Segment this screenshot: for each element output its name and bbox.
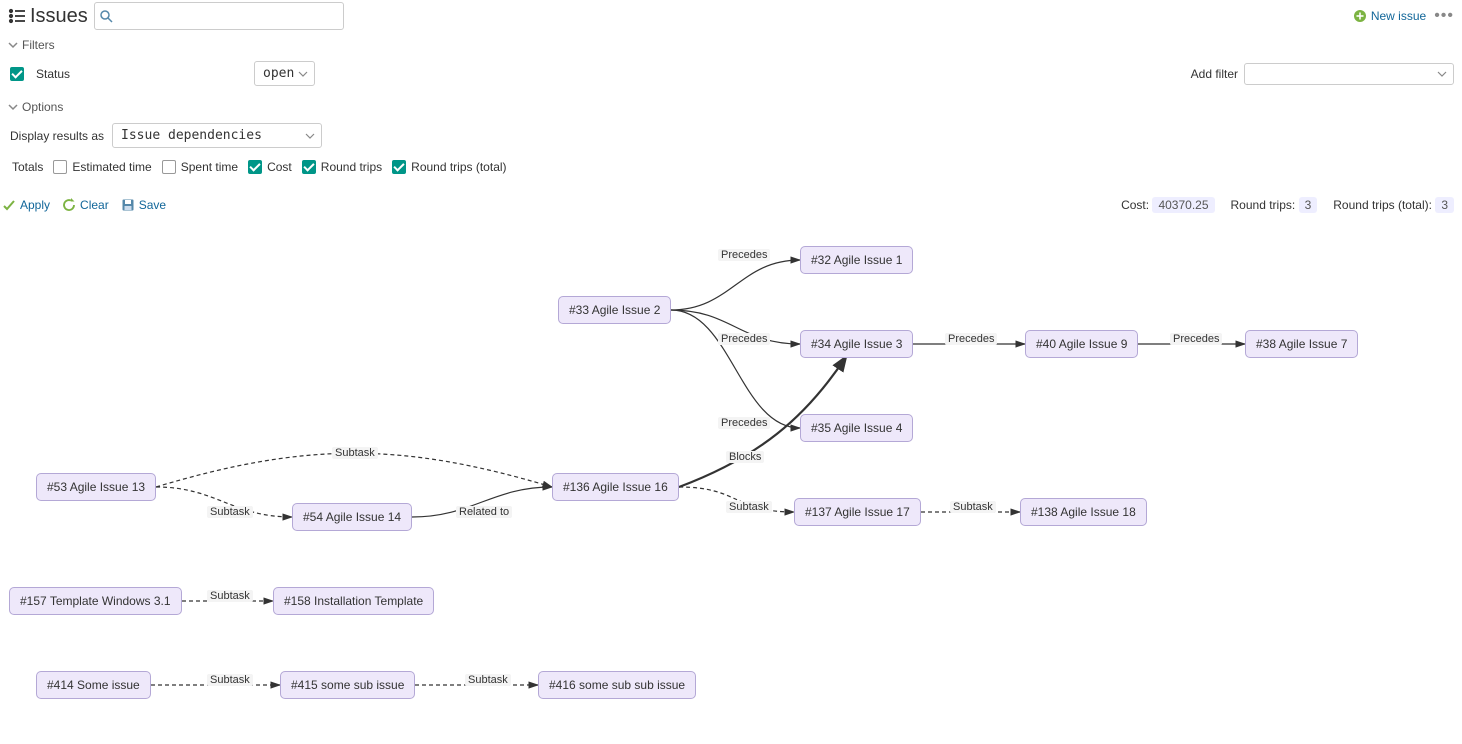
save-button[interactable]: Save [121, 198, 166, 212]
add-icon [1353, 9, 1367, 23]
options-legend[interactable]: Options [8, 100, 1454, 114]
edge-label: Precedes [718, 249, 770, 261]
new-issue-label: New issue [1371, 9, 1426, 23]
edge-label: Precedes [718, 333, 770, 345]
new-issue-link[interactable]: New issue [1353, 9, 1426, 23]
estimated-time-checkbox[interactable] [53, 160, 67, 174]
edge-label: Subtask [726, 501, 772, 513]
reload-icon [62, 198, 76, 212]
issue-node[interactable]: #138 Agile Issue 18 [1020, 498, 1147, 526]
search-input[interactable] [117, 8, 339, 24]
round-trips-total-checkbox[interactable] [392, 160, 406, 174]
check-icon [2, 198, 16, 212]
chevron-down-icon [8, 40, 18, 50]
dependency-graph[interactable]: #33 Agile Issue 2 #32 Agile Issue 1 #34 Ag… [0, 228, 1462, 728]
clear-button[interactable]: Clear [62, 198, 109, 212]
spent-time-checkbox[interactable] [162, 160, 176, 174]
edge-label: Subtask [207, 506, 253, 518]
clear-label: Clear [80, 198, 109, 212]
options-fieldset: Options Display results as Issue depende… [8, 100, 1454, 182]
issue-node[interactable]: #32 Agile Issue 1 [800, 246, 913, 274]
search-icon [99, 9, 113, 23]
display-results-label: Display results as [10, 129, 104, 143]
cost-total-value: 40370.25 [1152, 197, 1214, 213]
display-results-select[interactable]: Issue dependencies [112, 123, 322, 148]
page-header: Issues New issue ••• [0, 0, 1462, 32]
chevron-down-icon [1437, 69, 1447, 79]
save-icon [121, 198, 135, 212]
rtt-total-value: 3 [1435, 197, 1454, 213]
edge-label: Subtask [465, 674, 511, 686]
edge-label: Subtask [950, 501, 996, 513]
issue-node[interactable]: #416 some sub sub issue [538, 671, 696, 699]
save-label: Save [139, 198, 166, 212]
issue-node[interactable]: #157 Template Windows 3.1 [9, 587, 182, 615]
cost-total-label: Cost: [1121, 198, 1149, 212]
issue-node[interactable]: #414 Some issue [36, 671, 151, 699]
apply-label: Apply [20, 198, 50, 212]
add-filter-label: Add filter [1191, 67, 1238, 81]
edge-label: Blocks [726, 451, 764, 463]
filters-legend-text: Filters [22, 38, 55, 52]
filters-fieldset: Filters Status open Add filter [8, 38, 1454, 94]
status-filter-select[interactable]: open [254, 61, 315, 86]
edge-label: Precedes [945, 333, 997, 345]
filters-legend[interactable]: Filters [8, 38, 1454, 52]
estimated-time-label: Estimated time [72, 160, 151, 174]
issue-node[interactable]: #415 some sub issue [280, 671, 415, 699]
status-filter-checkbox[interactable] [10, 67, 24, 81]
status-filter-value: open [263, 66, 294, 81]
rt-total-label: Round trips: [1231, 198, 1296, 212]
display-results-value: Issue dependencies [121, 128, 262, 143]
issue-node[interactable]: #34 Agile Issue 3 [800, 330, 913, 358]
edge-label: Precedes [1170, 333, 1222, 345]
apply-button[interactable]: Apply [2, 198, 50, 212]
issue-node[interactable]: #53 Agile Issue 13 [36, 473, 156, 501]
rt-total-value: 3 [1299, 197, 1318, 213]
page-title-text: Issues [30, 5, 88, 28]
issue-node[interactable]: #33 Agile Issue 2 [558, 296, 671, 324]
edge-label: Subtask [332, 447, 378, 459]
cost-label: Cost [267, 160, 292, 174]
cost-checkbox[interactable] [248, 160, 262, 174]
add-filter-select[interactable] [1244, 63, 1454, 85]
options-legend-text: Options [22, 100, 63, 114]
totals-display: Cost: 40370.25 Round trips: 3 Round trip… [1121, 198, 1454, 212]
chevron-down-icon [298, 69, 308, 79]
actions-row: Apply Clear Save Cost: 40370.25 Round tr… [0, 182, 1462, 216]
spent-time-label: Spent time [181, 160, 238, 174]
edge-label: Precedes [718, 417, 770, 429]
issue-node[interactable]: #137 Agile Issue 17 [794, 498, 921, 526]
round-trips-checkbox[interactable] [302, 160, 316, 174]
status-filter-label: Status [36, 67, 70, 81]
chevron-down-icon [8, 102, 18, 112]
issue-node[interactable]: #35 Agile Issue 4 [800, 414, 913, 442]
more-actions-icon[interactable]: ••• [1434, 7, 1454, 25]
issue-node[interactable]: #40 Agile Issue 9 [1025, 330, 1138, 358]
issue-node[interactable]: #54 Agile Issue 14 [292, 503, 412, 531]
page-title: Issues [8, 5, 88, 28]
issue-node[interactable]: #158 Installation Template [273, 587, 434, 615]
edge-label: Related to [456, 506, 512, 518]
issues-list-icon [8, 7, 26, 25]
issue-node[interactable]: #38 Agile Issue 7 [1245, 330, 1358, 358]
graph-edges [0, 228, 1462, 728]
rtt-total-label: Round trips (total): [1333, 198, 1432, 212]
search-box[interactable] [94, 2, 344, 30]
totals-label: Totals [12, 160, 43, 174]
edge-label: Subtask [207, 590, 253, 602]
issue-node[interactable]: #136 Agile Issue 16 [552, 473, 679, 501]
edge-label: Subtask [207, 674, 253, 686]
round-trips-total-label: Round trips (total) [411, 160, 506, 174]
round-trips-label: Round trips [321, 160, 382, 174]
chevron-down-icon [305, 131, 315, 141]
